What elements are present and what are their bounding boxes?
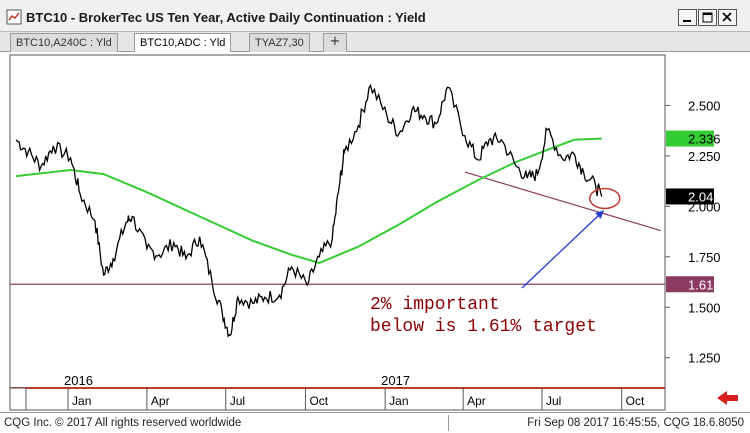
y-tick-label: 2.500 [688,98,721,113]
window-title: BTC10 - BrokerTec US Ten Year, Active Da… [26,10,426,25]
x-month-label: Apr [467,394,486,408]
app-icon [6,9,22,25]
y-tick-label: 1.500 [688,300,721,315]
arrow-shaft [521,210,605,289]
minimize-button[interactable] [678,9,697,26]
close-icon [722,12,732,22]
target-level-label-bg [666,276,714,293]
y-tick-label: 1.250 [688,351,721,366]
support-trend-line [464,171,661,232]
y-tick-label: 2.250 [688,149,721,164]
tab-tyaz7[interactable]: TYAZ7,30 [249,33,310,52]
tab-btc10-adc[interactable]: BTC10,ADC : Yld [134,33,232,52]
annotation-line-1: 2% important [370,295,500,315]
x-axis: Jan Apr Jul Oct Jan Apr Jul Oct 2016 2017 [64,373,645,410]
maximize-button[interactable] [698,9,717,26]
x-axis-corner-box[interactable] [9,387,27,411]
close-button[interactable] [718,9,737,26]
annotation-line-2: below is 1.61% target [370,317,597,337]
price-line [15,83,603,338]
maximize-icon [702,12,713,23]
x-month-label: Jan [72,394,91,408]
x-month-label: Jul [230,394,245,408]
timestamp-text: Fri Sep 08 2017 16:45:55, CQG 18.6.8050 [527,417,744,429]
moving-average-value-label: 2.336 [688,132,721,147]
highlight-circle [589,187,621,210]
last-price-label: 2.049 [688,189,721,204]
price-labels: 2.336 2.049 1.614 [666,130,721,293]
tab-bar: BTC10,A240C : Yld BTC10,ADC : Yld TYAZ7,… [0,32,750,52]
annotation-arrow [521,210,605,289]
add-tab-button[interactable]: + [323,33,347,52]
x-month-label: Jan [389,394,408,408]
status-divider [448,415,449,431]
arrow-head [595,210,604,219]
tab-btc10-a240c[interactable]: BTC10,A240C : Yld [10,33,118,52]
title-bar[interactable]: BTC10 - BrokerTec US Ten Year, Active Da… [0,0,750,32]
target-level-label: 1.614 [688,277,721,292]
x-month-label: Jul [546,394,561,408]
red-arrow-icon[interactable] [717,391,738,405]
x-month-label: Oct [626,394,645,408]
x-year-label: 2016 [64,373,93,388]
copyright-text: CQG Inc. © 2017 All rights reserved worl… [4,417,242,429]
y-tick-label: 1.750 [688,250,721,265]
minimize-icon [683,20,691,22]
x-month-label: Apr [151,394,170,408]
plot-area[interactable] [9,54,666,389]
status-bar: CQG Inc. © 2017 All rights reserved worl… [0,412,750,433]
moving-average-value-label-bg [666,130,714,147]
x-year-label: 2017 [381,373,410,388]
x-axis-strip [9,387,666,411]
last-price-label-bg [666,188,714,205]
moving-average-line [15,137,602,264]
x-month-label: Oct [309,394,328,408]
